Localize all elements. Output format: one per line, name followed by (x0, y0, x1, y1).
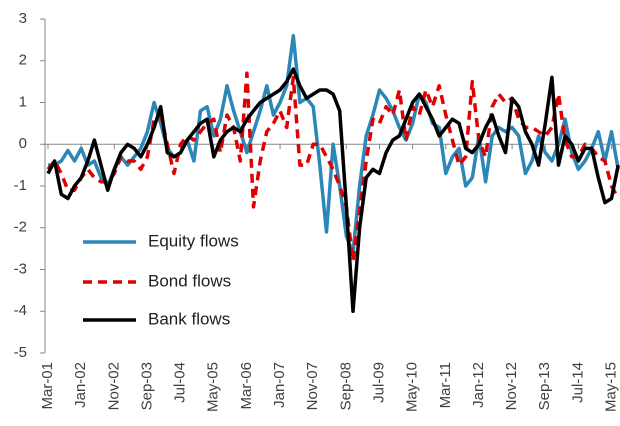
x-tick-label: May-10 (404, 362, 421, 412)
x-tick-label: Jan-02 (72, 362, 89, 408)
legend-label: Equity flows (148, 231, 239, 250)
y-tick-label: 0 (19, 135, 27, 152)
legend-label: Bond flows (148, 271, 231, 290)
y-tick-label: -5 (14, 344, 27, 361)
x-tick-label: Mar-11 (437, 362, 454, 408)
x-tick-label: Jan-07 (271, 362, 288, 408)
series-line (48, 33, 620, 255)
y-tick-label: -3 (14, 260, 27, 277)
x-tick-label: Nov-02 (105, 362, 122, 410)
y-tick-label: -1 (14, 177, 27, 194)
x-tick-label: Sep-08 (337, 362, 354, 410)
x-tick-label: Jul-09 (370, 362, 387, 403)
y-tick-label: 1 (19, 93, 27, 110)
y-tick-label: 2 (19, 52, 27, 69)
x-tick-label: May-15 (603, 362, 620, 412)
x-tick-label: Jul-04 (172, 362, 189, 403)
x-tick-label: May-05 (205, 362, 222, 412)
y-tick-label: -2 (14, 219, 27, 236)
y-tick-label: -4 (14, 302, 27, 319)
y-tick-label: 3 (19, 10, 27, 27)
series-line (46, 71, 620, 263)
x-tick-label: Sep-13 (536, 362, 553, 410)
legend-label: Bank flows (148, 309, 230, 328)
x-tick-label: Sep-03 (138, 362, 155, 410)
series-line (46, 67, 620, 314)
x-tick-label: Nov-12 (503, 362, 520, 410)
x-tick-label: Nov-07 (304, 362, 321, 410)
x-tick-label: Jul-14 (569, 362, 586, 403)
x-tick-label: Mar-06 (238, 362, 255, 410)
x-tick-label: Jan-12 (470, 362, 487, 408)
x-tick-label: Mar-01 (39, 362, 56, 410)
